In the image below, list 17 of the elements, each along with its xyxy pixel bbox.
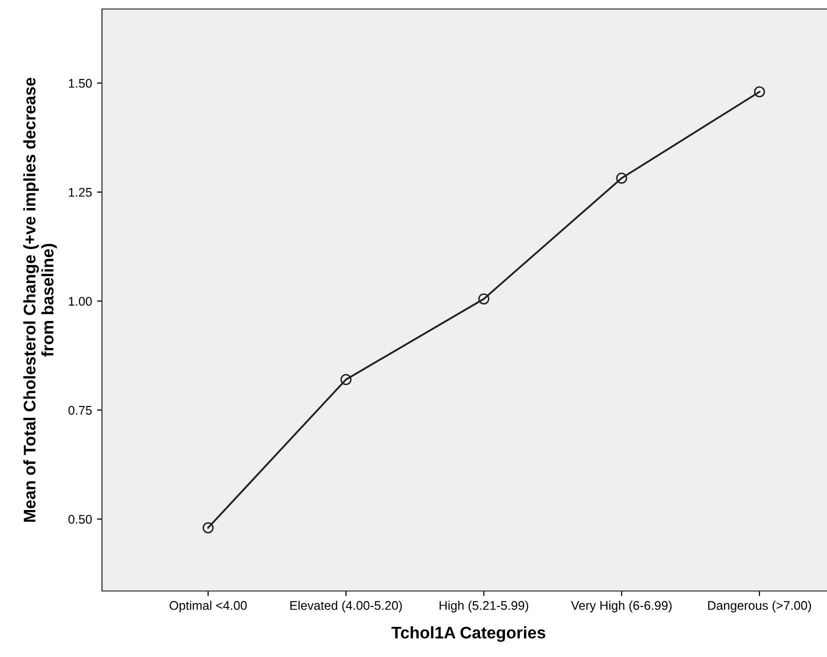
point — [754, 86, 766, 98]
y-axis-title: Mean of Total Cholesterol Change (+ve implies decrease from baseline) — [23, 78, 57, 522]
point — [616, 172, 628, 184]
y-tick-label: 1.25 — [68, 188, 92, 197]
x-tick-label: High (5.21-5.99) — [440, 600, 528, 612]
x-tick-label: Elevated (4.00-5.20) — [290, 600, 402, 612]
x-tick-label: Dangerous (>7.00) — [708, 600, 811, 612]
y-tick-label: 1.00 — [68, 296, 92, 306]
point — [340, 374, 352, 386]
point — [202, 522, 214, 534]
point — [478, 293, 490, 304]
x-tick-label: Optimal <4.00 — [170, 600, 247, 612]
x-axis-title: Tchol1A Categories — [391, 626, 546, 642]
y-tick-label: 0.50 — [68, 514, 92, 524]
x-tick-label: Very High (6-6.99) — [570, 600, 672, 612]
y-tick-label: 1.50 — [68, 78, 92, 88]
y-tick-label: 0.75 — [68, 406, 92, 415]
